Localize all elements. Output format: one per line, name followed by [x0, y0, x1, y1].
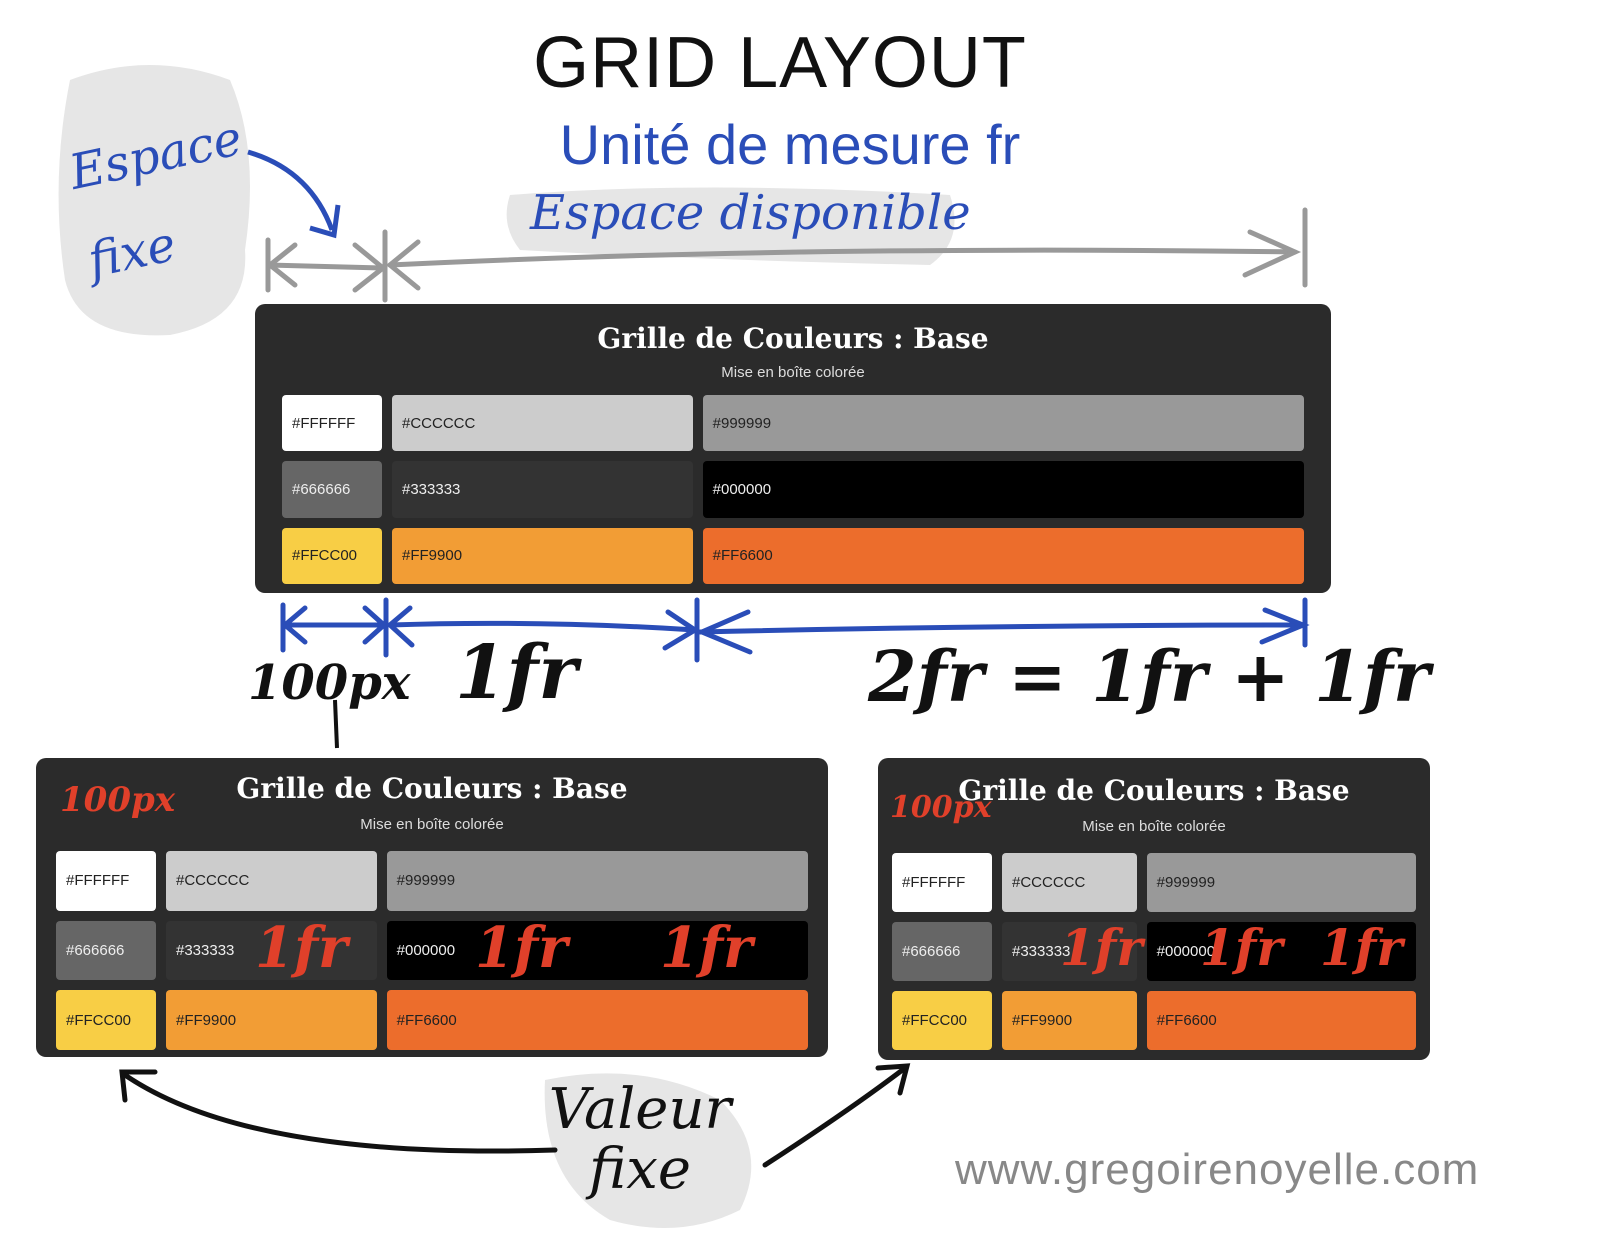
website-url: www.gregoirenoyelle.com — [955, 1145, 1480, 1194]
panel-title: Grille de Couleurs : Base — [597, 322, 989, 355]
color-cell: #999999 — [1146, 853, 1416, 912]
color-cell: #000000 — [1146, 922, 1416, 981]
red-annotation: 1fr — [660, 915, 753, 981]
panel-subtitle: Mise en boîte colorée — [721, 364, 865, 381]
label-available-space: Espace disponible — [530, 185, 971, 241]
color-cell: #FFCC00 — [56, 990, 156, 1050]
fixed-value-arrows — [119, 1063, 911, 1168]
color-cell: #666666 — [892, 922, 992, 981]
label-col-100px: 100px — [248, 655, 411, 711]
color-grid-panel-top: Grille de Couleurs : Base Mise en boîte … — [255, 304, 1331, 593]
color-cell: #FFFFFF — [282, 395, 382, 452]
color-cell: #FF6600 — [702, 527, 1304, 584]
color-cell: #FF6600 — [1146, 991, 1416, 1050]
color-cell: #000000 — [386, 920, 808, 981]
red-annotation: 100px — [60, 780, 176, 820]
color-cell: #FF6600 — [386, 990, 808, 1050]
label-col-2fr: 2fr = 1fr + 1fr — [868, 635, 1430, 718]
red-annotation: 1fr — [1060, 918, 1143, 977]
color-cell: #666666 — [282, 461, 382, 518]
color-cell: #FF9900 — [1002, 991, 1137, 1050]
panel-title: Grille de Couleurs : Base — [236, 772, 628, 805]
color-cell: #000000 — [702, 461, 1304, 518]
color-grid-panel-bottom-left: Grille de Couleurs : Base Mise en boîte … — [36, 758, 828, 1057]
color-cell: #333333 — [392, 461, 693, 518]
color-cell: #CCCCCC — [392, 395, 693, 452]
red-annotation: 1fr — [255, 915, 348, 981]
panel-title: Grille de Couleurs : Base — [958, 774, 1350, 807]
label-col-1fr: 1fr — [455, 630, 578, 716]
color-cell: #FF9900 — [392, 527, 693, 584]
red-annotation: 1fr — [475, 915, 568, 981]
column-measure-arrows — [280, 597, 1310, 663]
fixed-space-arrow — [247, 149, 335, 231]
color-cell: #CCCCCC — [166, 851, 377, 911]
page-subtitle: Unité de mesure fr — [559, 113, 1021, 176]
color-grid: #FFFFFF #CCCCCC #999999 #666666 #333333 #0000… — [892, 853, 1416, 1050]
color-grid: #FFFFFF #CCCCCC #999999 #666666 #333333 #0000… — [56, 851, 808, 1050]
color-cell: #CCCCCC — [1002, 853, 1137, 912]
color-grid-panel-bottom-right: Grille de Couleurs : Base Mise en boîte … — [878, 758, 1430, 1060]
color-cell: #666666 — [56, 920, 156, 981]
color-cell: #FFCC00 — [282, 527, 382, 584]
label-fixed-space: Espace fixe — [64, 110, 247, 290]
panel-subtitle: Mise en boîte colorée — [360, 816, 504, 833]
color-cell: #999999 — [386, 851, 808, 911]
color-cell: #333333 — [166, 920, 377, 981]
highlight-blob-fixed — [58, 65, 250, 336]
color-cell: #FFCC00 — [892, 991, 992, 1050]
color-cell: #999999 — [702, 395, 1304, 452]
page-title: GRID LAYOUT — [533, 23, 1027, 103]
label-fixed-value: Valeur fixe — [548, 1077, 732, 1202]
highlight-blob-available — [506, 187, 955, 265]
red-annotation: 1fr — [1200, 918, 1283, 977]
color-cell: #333333 — [1002, 922, 1137, 981]
color-cell: #FFFFFF — [892, 853, 992, 912]
color-cell: #FFFFFF — [56, 851, 156, 911]
highlight-blob-fixed-value — [544, 1073, 752, 1228]
red-annotation: 1fr — [1320, 918, 1403, 977]
panel-subtitle: Mise en boîte colorée — [1082, 818, 1226, 835]
red-annotation: 100px — [890, 790, 992, 825]
color-grid: #FFFFFF #CCCCCC #999999 #666666 #333333 #0000… — [282, 395, 1304, 584]
color-cell: #FF9900 — [166, 990, 377, 1050]
available-space-arrow — [265, 207, 1308, 303]
